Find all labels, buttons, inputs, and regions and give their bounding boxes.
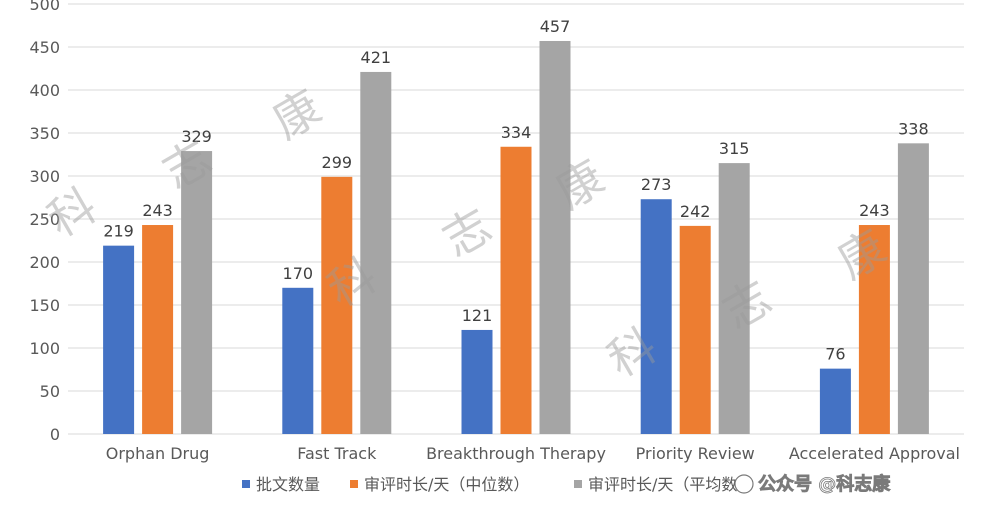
y-tick-label: 100 xyxy=(29,339,60,358)
brand-mark: 公众号 @科志康 xyxy=(734,473,892,495)
data-label: 170 xyxy=(283,264,314,283)
data-label: 273 xyxy=(641,175,672,194)
bar xyxy=(539,40,571,434)
data-label: 242 xyxy=(680,202,711,221)
bar xyxy=(897,143,929,434)
legend-label: 批文数量 xyxy=(256,475,320,494)
data-label: 76 xyxy=(825,345,845,364)
data-label: 329 xyxy=(181,127,212,146)
bar xyxy=(640,199,672,434)
data-label: 421 xyxy=(361,48,392,67)
bar xyxy=(500,146,532,434)
bar xyxy=(718,163,750,434)
watermark-char: 科 xyxy=(39,178,106,248)
legend-swatch xyxy=(242,480,250,488)
data-label: 299 xyxy=(322,153,353,172)
data-label: 243 xyxy=(859,201,890,220)
x-category-label: Accelerated Approval xyxy=(789,444,960,463)
legend-label: 审评时长/天（中位数） xyxy=(364,475,529,494)
bar xyxy=(321,176,353,435)
legend: 批文数量 审评时长/天（中位数） 审评时长/天（平均数） xyxy=(242,475,753,494)
bar xyxy=(679,225,711,434)
bar xyxy=(181,151,213,434)
data-label: 338 xyxy=(898,119,929,138)
legend-label: 审评时长/天（平均数） xyxy=(588,475,753,494)
wechat-icon xyxy=(734,474,754,494)
bars xyxy=(103,40,929,435)
data-labels: 219 243 329 170 299 421 121 334 457 273 242 315 76 24… xyxy=(103,17,928,364)
bar xyxy=(858,225,890,434)
data-label: 121 xyxy=(462,306,493,325)
y-tick-label: 250 xyxy=(29,210,60,229)
data-label: 457 xyxy=(540,17,571,36)
x-category-label: Fast Track xyxy=(297,444,377,463)
legend-swatch xyxy=(350,480,358,488)
y-axis-ticks: 0 50 100 150 200 250 300 350 400 450 500 xyxy=(29,0,60,444)
y-tick-label: 450 xyxy=(29,38,60,57)
bar xyxy=(360,71,392,434)
y-tick-label: 350 xyxy=(29,124,60,143)
watermark-char: 志 xyxy=(434,198,501,268)
x-category-label: Breakthrough Therapy xyxy=(426,444,606,463)
y-tick-label: 300 xyxy=(29,167,60,186)
x-category-label: Priority Review xyxy=(636,444,755,463)
data-label: 315 xyxy=(719,139,750,158)
y-tick-label: 400 xyxy=(29,81,60,100)
y-tick-label: 200 xyxy=(29,253,60,272)
y-tick-label: 500 xyxy=(29,0,60,14)
brand-text: 公众号 @科志康 xyxy=(758,473,891,495)
data-label: 219 xyxy=(103,222,134,241)
bar xyxy=(282,287,314,434)
data-label: 243 xyxy=(142,201,173,220)
data-label: 334 xyxy=(501,123,532,142)
x-category-label: Orphan Drug xyxy=(106,444,210,463)
x-axis-categories: Orphan Drug Fast Track Breakthrough Therap… xyxy=(106,444,960,463)
bar xyxy=(103,245,135,434)
y-tick-label: 0 xyxy=(50,425,60,444)
bar xyxy=(461,329,493,434)
bar xyxy=(142,225,174,434)
bar xyxy=(819,368,851,434)
y-tick-label: 150 xyxy=(29,296,60,315)
legend-swatch xyxy=(574,480,582,488)
y-tick-label: 50 xyxy=(40,382,60,401)
